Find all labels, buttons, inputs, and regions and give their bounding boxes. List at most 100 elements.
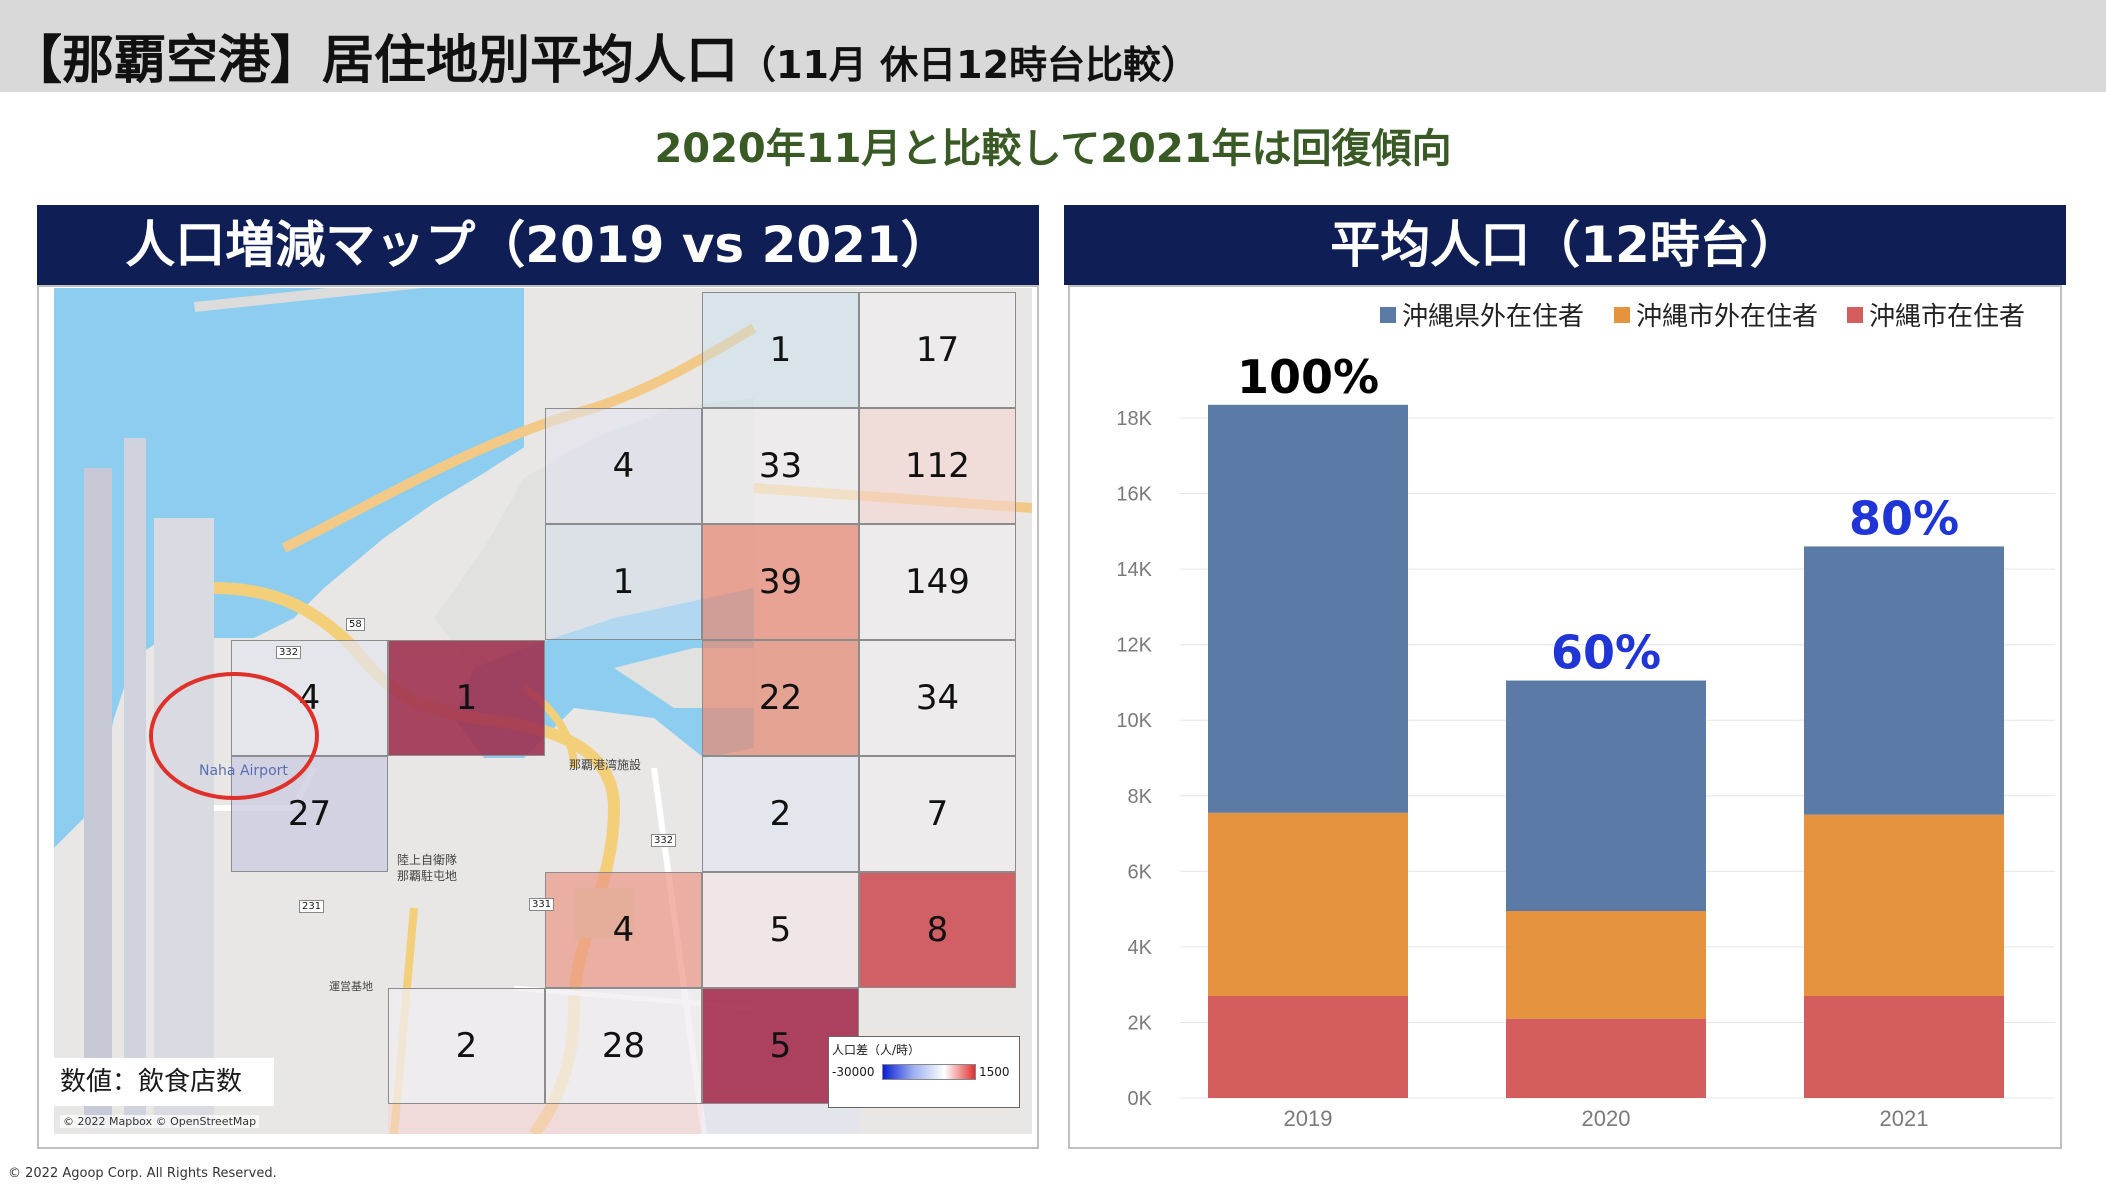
legend-entry: 沖縄県外在住者 (1380, 296, 1584, 333)
road-badge: 58 (346, 618, 365, 631)
x-tick-label: 2021 (1880, 1106, 1929, 1131)
cell-value: 5 (769, 910, 792, 950)
map-cell[interactable]: 1 (388, 640, 545, 756)
map-cell-partial (388, 1104, 702, 1134)
chart-panel-frame (1068, 285, 2062, 1149)
cell-value: 8 (926, 910, 949, 950)
cell-value: 1 (769, 330, 792, 370)
y-tick-label: 0K (1128, 1088, 1153, 1110)
bar-total-label: 60% (1551, 626, 1661, 680)
cell-value: 28 (601, 1026, 646, 1066)
bar-segment (1208, 996, 1408, 1098)
road-badge: 332 (276, 646, 302, 659)
map-cell[interactable]: 112 (859, 408, 1016, 524)
cell-value: 39 (758, 562, 803, 602)
bar-segment (1804, 546, 2004, 815)
bar-segment (1506, 1018, 1706, 1098)
cell-value: 22 (758, 678, 803, 718)
y-tick-label: 10K (1116, 710, 1152, 732)
map-cell[interactable]: 28 (545, 988, 702, 1104)
chart-panel-title: 平均人口（12時台） (1064, 205, 2066, 285)
legend-label: 沖縄市在住者 (1869, 302, 2026, 332)
bar-segment (1506, 680, 1706, 911)
map[interactable]: 1 17 4 33 112 1 39 149 4 1 22 34 27 2 7 … (54, 288, 1032, 1134)
y-tick-label: 18K (1116, 408, 1152, 430)
y-tick-label: 6K (1128, 861, 1153, 883)
map-panel-title: 人口増減マップ（2019 vs 2021） (37, 205, 1039, 285)
road-badge: 231 (299, 900, 325, 913)
map-cell[interactable]: 39 (702, 524, 859, 640)
cell-value: 4 (612, 446, 635, 486)
y-tick-label: 12K (1116, 635, 1152, 657)
map-legend: 人口差（人/時） -30000 1500 (828, 1036, 1020, 1108)
y-tick-label: 16K (1116, 484, 1152, 506)
cell-value: 2 (769, 794, 792, 834)
y-tick-label: 4K (1128, 937, 1153, 959)
legend-label: 沖縄市外在住者 (1636, 302, 1819, 332)
bar-total-label: 100% (1237, 350, 1379, 404)
headline: 2020年11月と比較して2021年は回復傾向 (654, 126, 1452, 172)
legend-swatch (1380, 306, 1396, 323)
map-legend-title: 人口差（人/時） (832, 1043, 921, 1057)
cell-value: 34 (915, 678, 960, 718)
legend-swatch (1614, 306, 1630, 323)
map-legend-min: -30000 (832, 1065, 875, 1079)
map-cell[interactable]: 5 (702, 872, 859, 988)
map-cell[interactable]: 22 (702, 640, 859, 756)
x-tick-label: 2020 (1582, 1106, 1631, 1131)
bar-segment (1804, 996, 2004, 1098)
bar-segment (1208, 404, 1408, 813)
road-badge: 332 (651, 834, 677, 847)
cell-value: 112 (905, 446, 970, 486)
road-badge: 331 (529, 898, 555, 911)
map-cell[interactable]: 2 (702, 756, 859, 872)
map-cell[interactable]: 2 (388, 988, 545, 1104)
map-label-base: 運営基地 (329, 980, 373, 993)
map-note: 数値：飲食店数 (52, 1058, 274, 1106)
map-cell[interactable]: 8 (859, 872, 1016, 988)
footer-copyright: © 2022 Agoop Corp. All Rights Reserved. (8, 1166, 277, 1181)
map-cell[interactable]: 34 (859, 640, 1016, 756)
cell-value: 1 (455, 678, 478, 718)
cell-value: 149 (905, 562, 970, 602)
bar-segment (1804, 814, 2004, 996)
map-panel-frame (37, 285, 1039, 1149)
map-cell[interactable]: 33 (702, 408, 859, 524)
map-cell[interactable]: 149 (859, 524, 1016, 640)
legend-entry: 沖縄市外在住者 (1614, 296, 1818, 333)
bar-segment (1208, 812, 1408, 996)
page-title: 【那覇空港】居住地別平均人口（11月 休日12時台比較） (10, 18, 1199, 93)
cell-value: 4 (612, 910, 635, 950)
map-label-port: 那覇港湾施設 (569, 758, 642, 772)
map-label-jsdf2: 那覇駐屯地 (397, 869, 458, 883)
title-bar: 【那覇空港】居住地別平均人口（11月 休日12時台比較） (0, 0, 2106, 92)
map-cell[interactable]: 1 (702, 292, 859, 408)
legend-label: 沖縄県外在住者 (1402, 302, 1585, 332)
map-cell[interactable]: 7 (859, 756, 1016, 872)
map-legend-max: 1500 (979, 1065, 1010, 1079)
cell-value: 2 (455, 1026, 478, 1066)
legend-entry: 沖縄市在住者 (1847, 296, 2025, 333)
bar-segment (1506, 911, 1706, 1019)
legend-swatch (1847, 306, 1863, 323)
map-cell[interactable]: 4 (545, 408, 702, 524)
cell-value: 7 (926, 794, 949, 834)
map-cell-partial (702, 1104, 859, 1134)
map-cell[interactable]: 4 (545, 872, 702, 988)
y-tick-label: 2K (1128, 1012, 1153, 1034)
map-label-jsdf: 陸上自衛隊 (397, 853, 458, 867)
map-cell[interactable]: 17 (859, 292, 1016, 408)
cell-value: 27 (287, 794, 332, 834)
cell-value: 33 (758, 446, 803, 486)
map-cell[interactable]: 1 (545, 524, 702, 640)
y-tick-label: 8K (1128, 786, 1153, 808)
map-credit: © 2022 Mapbox © OpenStreetMap (60, 1115, 260, 1128)
page-title-sub: （11月 休日12時台比較） (738, 43, 1200, 87)
y-tick-label: 14K (1116, 559, 1152, 581)
map-legend-gradient (882, 1064, 976, 1080)
cell-value: 1 (612, 562, 635, 602)
cell-value: 17 (915, 330, 960, 370)
page-title-main: 【那覇空港】居住地別平均人口 (10, 31, 739, 91)
cell-value: 5 (769, 1026, 792, 1066)
